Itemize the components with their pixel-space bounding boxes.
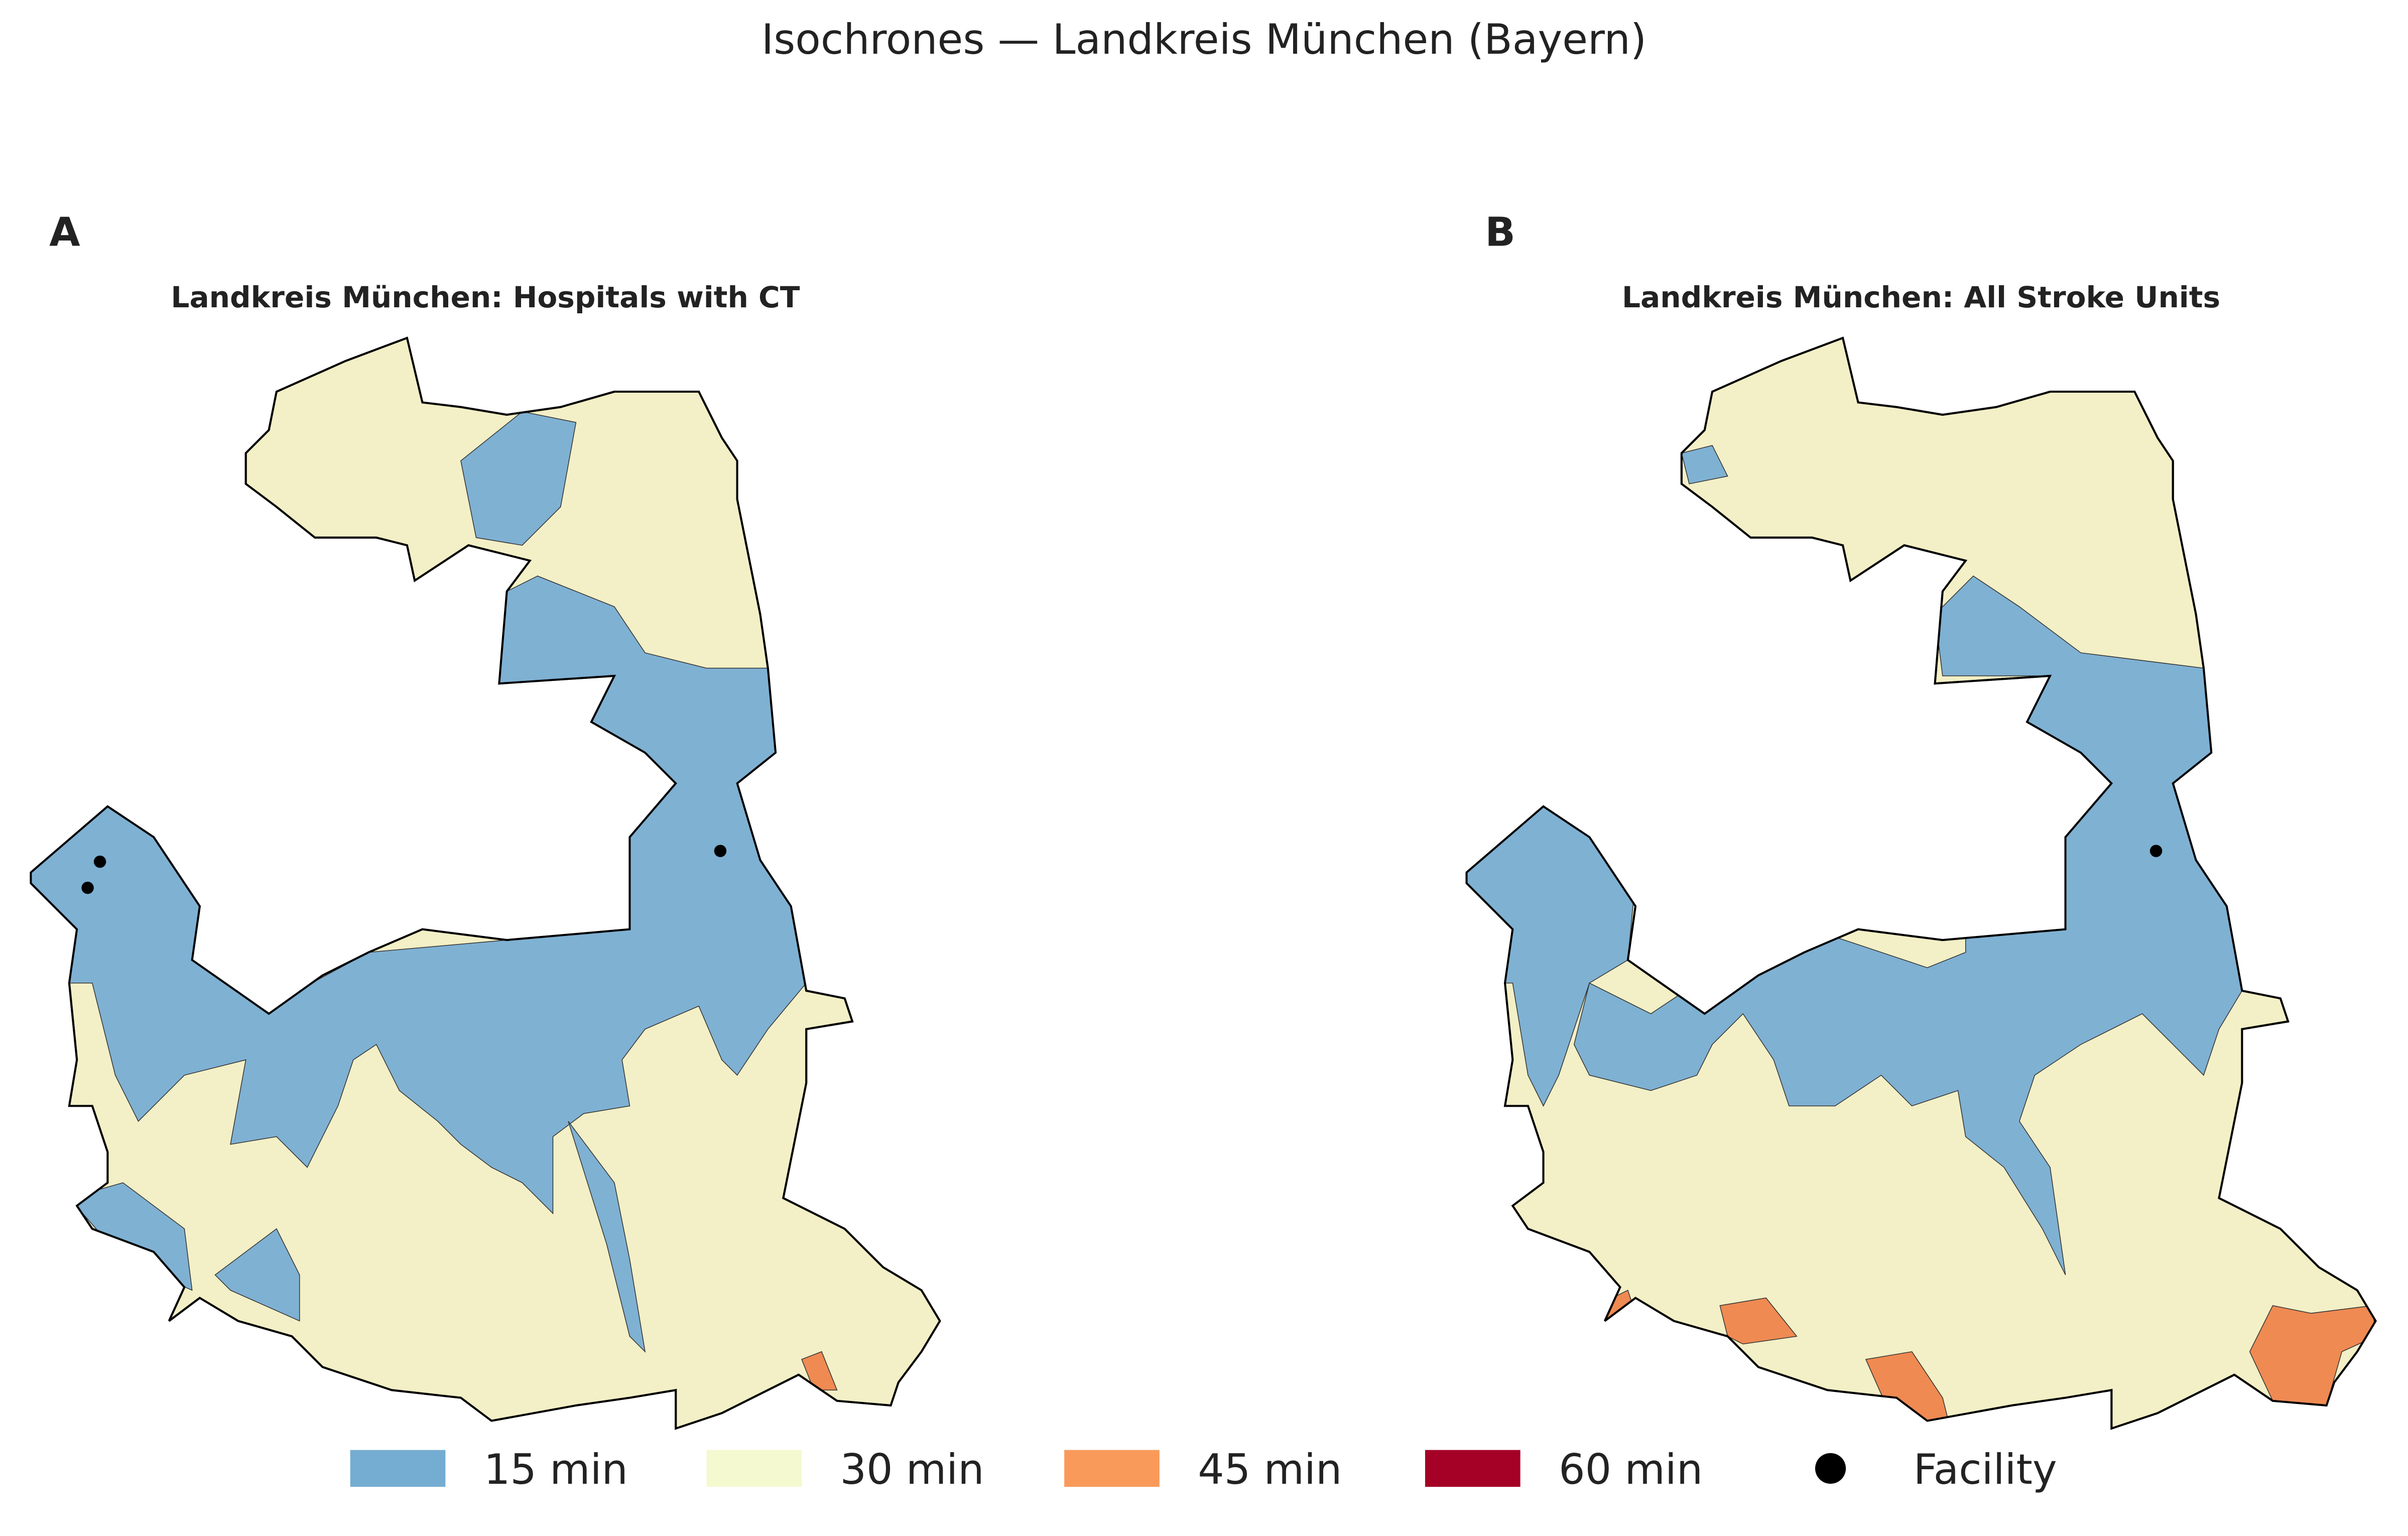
legend-label: 60 min: [1559, 1446, 1703, 1494]
legend-label: Facility: [1914, 1446, 2057, 1494]
legend-label: 15 min: [484, 1446, 628, 1494]
panel-b: B Landkreis München: All Stroke Units: [1465, 208, 2377, 1430]
zone-45: [1719, 1297, 1798, 1345]
facility: [93, 855, 106, 868]
zone-15: [1681, 445, 1728, 485]
zone-15: [214, 1228, 300, 1322]
legend: 15 min 30 min 45 min 60 min Facility: [350, 1446, 2057, 1494]
legend-swatch: [350, 1450, 446, 1487]
panel-letter: B: [1485, 208, 1515, 255]
legend-swatch: [706, 1450, 802, 1487]
panel-title: Landkreis München: All Stroke Units: [1622, 280, 2220, 314]
panel-a: A Landkreis München: Hospitals with CT: [30, 208, 941, 1430]
legend-swatch: [1064, 1450, 1160, 1487]
facility: [81, 881, 94, 894]
facility: [2149, 845, 2163, 857]
figure-title: Isochrones — Landkreis München (Bayern): [762, 16, 1646, 64]
zone-45: [801, 1351, 838, 1391]
zone-45: [2249, 1305, 2376, 1406]
facility: [714, 845, 727, 857]
legend-label: 45 min: [1198, 1446, 1342, 1494]
legend-label: 30 min: [840, 1446, 984, 1494]
panel-title: Landkreis München: Hospitals with CT: [171, 280, 800, 314]
legend-swatch: [1425, 1450, 1520, 1487]
panel-letter: A: [49, 208, 80, 255]
zone-15: [568, 1121, 646, 1353]
legend-marker: [1815, 1453, 1846, 1484]
